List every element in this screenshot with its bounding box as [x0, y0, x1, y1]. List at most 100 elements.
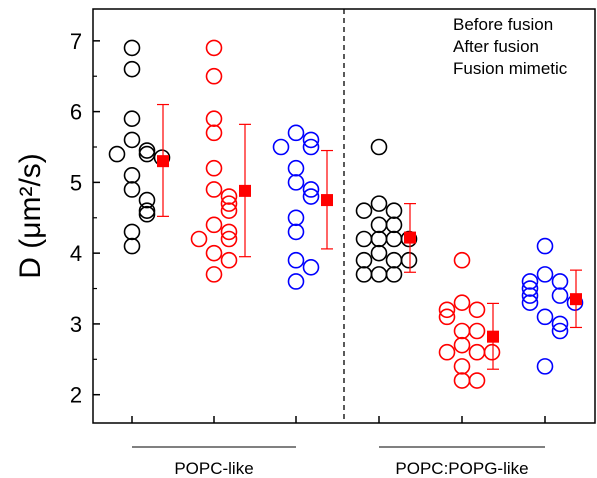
data-point: [551, 287, 569, 304]
data-point: [355, 202, 373, 219]
data-point: [138, 191, 156, 209]
legend-entry: Fusion mimetic: [453, 59, 568, 78]
data-point: [438, 301, 456, 319]
legend-entry: Before fusion: [453, 15, 553, 34]
mean-marker: [570, 293, 582, 306]
data-point: [468, 343, 486, 361]
data-point: [400, 251, 418, 269]
data-point: [220, 202, 238, 219]
data-point: [123, 60, 141, 78]
data-point: [385, 251, 403, 269]
mean-marker: [157, 155, 169, 168]
data-point: [355, 251, 373, 269]
data-point: [138, 205, 156, 223]
data-point: [205, 216, 223, 234]
data-point: [287, 159, 305, 177]
data-point: [220, 223, 238, 241]
data-point: [138, 142, 156, 159]
mean-marker: [321, 194, 333, 207]
data-point: [453, 372, 471, 389]
data-point: [370, 244, 388, 262]
group-labels: POPC-like POPC:POPG-like: [132, 446, 545, 478]
data-point: [123, 131, 141, 149]
data-point: [123, 39, 141, 57]
data-point: [453, 322, 471, 340]
data-point: [302, 188, 320, 205]
data-point: [138, 202, 156, 219]
data-point: [205, 244, 223, 262]
data-point: [287, 174, 305, 191]
y-tick-label: 3: [70, 312, 82, 337]
data-point: [551, 273, 569, 290]
data-point: [551, 315, 569, 333]
group-label: POPC:POPG-like: [395, 459, 528, 478]
y-tick-label: 7: [70, 29, 82, 54]
data-point: [370, 195, 388, 212]
data-point: [123, 223, 141, 241]
y-tick-label: 2: [70, 383, 82, 408]
data-point: [370, 138, 388, 156]
data-point: [220, 188, 238, 205]
data-point: [123, 181, 141, 198]
data-point: [302, 181, 320, 198]
data-point: [138, 145, 156, 163]
data-points: [108, 39, 584, 389]
data-point: [468, 372, 486, 389]
data-point: [220, 251, 238, 269]
data-point: [453, 336, 471, 354]
data-point: [205, 124, 223, 142]
y-tick-label: 4: [70, 241, 82, 266]
y-axis-label: D (μm²/s): [14, 153, 47, 279]
data-point: [190, 230, 208, 248]
data-point: [468, 322, 486, 340]
data-point: [287, 223, 305, 241]
data-point: [438, 308, 456, 326]
data-point: [521, 273, 539, 290]
mean-marker: [404, 231, 416, 244]
data-point: [521, 287, 539, 304]
data-point: [205, 110, 223, 127]
data-point: [370, 266, 388, 283]
y-axis: 2 3 4 5 6 7: [70, 29, 100, 408]
data-point: [302, 131, 320, 149]
legend-entry: After fusion: [453, 37, 539, 56]
data-point: [108, 145, 126, 163]
data-point: [385, 202, 403, 219]
error-bars: [157, 103, 582, 370]
data-point: [438, 343, 456, 361]
data-point: [521, 280, 539, 297]
data-point: [123, 167, 141, 184]
data-point: [370, 230, 388, 248]
data-point: [536, 308, 554, 326]
data-point: [536, 237, 554, 255]
data-point: [302, 138, 320, 156]
data-point: [400, 230, 418, 248]
mean-marker: [487, 330, 499, 343]
data-point: [287, 273, 305, 290]
data-point: [536, 358, 554, 375]
data-point: [355, 266, 373, 283]
data-point: [205, 39, 223, 57]
data-point: [205, 266, 223, 283]
data-point: [205, 159, 223, 177]
data-point: [453, 294, 471, 311]
group-label: POPC-like: [174, 459, 253, 478]
data-point: [287, 251, 305, 269]
data-point: [355, 230, 373, 248]
data-point: [220, 230, 238, 248]
data-point: [220, 195, 238, 212]
data-point: [302, 259, 320, 276]
data-point: [370, 216, 388, 234]
data-point: [521, 294, 539, 311]
data-point: [385, 266, 403, 283]
data-point: [385, 230, 403, 248]
data-point: [287, 209, 305, 227]
y-tick-label: 6: [70, 100, 82, 125]
data-point: [453, 251, 471, 269]
x-axis: [131, 416, 546, 423]
data-point: [385, 216, 403, 234]
data-point: [287, 124, 305, 142]
legend: Before fusion After fusion Fusion mimetic: [453, 15, 568, 78]
data-point: [205, 181, 223, 198]
